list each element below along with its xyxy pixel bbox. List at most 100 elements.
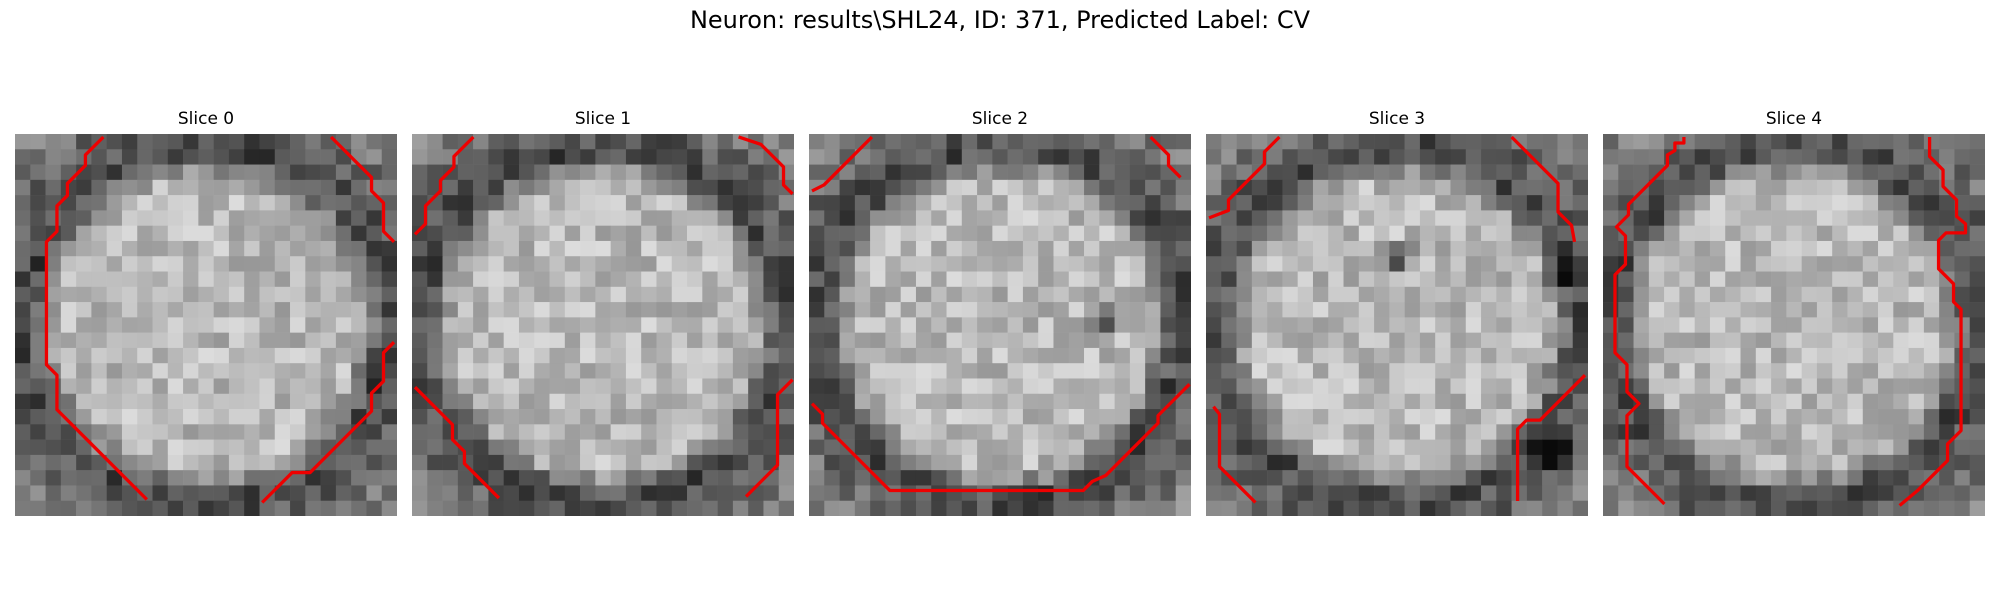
pixel — [549, 363, 566, 379]
pixel — [1633, 164, 1650, 181]
pixel — [992, 317, 1008, 333]
pixel — [610, 164, 627, 181]
pixel — [656, 439, 673, 456]
pixel — [549, 439, 566, 456]
pixel — [198, 286, 214, 303]
pixel — [1893, 393, 1909, 410]
pixel — [152, 378, 169, 395]
pixel — [1404, 210, 1421, 226]
pixel — [534, 134, 550, 150]
pixel — [244, 409, 260, 425]
pixel — [580, 164, 596, 181]
pixel — [381, 393, 397, 410]
pixel — [60, 363, 77, 379]
pixel — [732, 164, 749, 181]
pixel — [1038, 454, 1054, 471]
pixel — [1297, 393, 1314, 410]
pixel — [1816, 271, 1833, 288]
pixel — [595, 149, 611, 165]
pixel — [1939, 470, 1955, 486]
pixel — [1297, 195, 1314, 211]
pixel — [183, 347, 199, 364]
pixel — [1481, 470, 1497, 486]
pixel — [534, 500, 550, 516]
pixel — [961, 500, 978, 516]
pixel — [1511, 454, 1528, 471]
pixel — [1923, 317, 1940, 333]
pixel — [1358, 302, 1375, 318]
pixel — [335, 363, 352, 379]
pixel — [1771, 393, 1787, 410]
pixel — [549, 317, 566, 333]
pixel — [473, 164, 489, 181]
pixel — [1893, 302, 1909, 318]
pixel — [1450, 149, 1467, 165]
pixel — [1206, 179, 1222, 196]
pixel — [1175, 302, 1191, 318]
pixel — [1175, 485, 1191, 502]
pixel — [1786, 317, 1802, 333]
pixel — [1435, 149, 1451, 165]
pixel — [1786, 485, 1802, 502]
pixel — [15, 363, 31, 379]
pixel — [381, 378, 397, 395]
pixel — [259, 485, 276, 502]
pixel — [1633, 302, 1650, 318]
pixel — [1267, 240, 1283, 257]
pixel — [381, 485, 397, 502]
pixel — [1084, 347, 1100, 364]
pixel — [824, 256, 840, 272]
pixel — [503, 256, 520, 272]
pixel — [717, 256, 734, 272]
pixel — [931, 393, 947, 410]
pixel — [1129, 164, 1146, 181]
pixel — [1007, 271, 1024, 288]
pixel — [1847, 378, 1864, 395]
pixel — [915, 179, 932, 196]
pixel — [228, 210, 245, 226]
pixel — [641, 179, 657, 196]
pixel — [885, 225, 901, 242]
pixel — [1816, 210, 1833, 226]
pixel — [457, 134, 474, 150]
pixel — [351, 149, 367, 165]
pixel — [748, 439, 764, 456]
pixel — [717, 210, 734, 226]
pixel — [1419, 332, 1436, 349]
pixel — [1526, 393, 1543, 410]
pixel — [656, 164, 673, 181]
pixel — [1939, 347, 1955, 364]
pixel — [1908, 302, 1925, 318]
pixel — [1618, 500, 1634, 516]
pixel — [977, 424, 993, 440]
pixel — [1740, 240, 1757, 257]
pixel — [167, 424, 184, 440]
pixel — [564, 164, 581, 181]
pixel — [366, 225, 383, 242]
pixel — [351, 256, 367, 272]
pixel — [167, 271, 184, 288]
pixel — [76, 378, 92, 395]
pixel — [1740, 179, 1757, 196]
pixel — [1771, 164, 1787, 181]
pixel — [915, 240, 932, 257]
pixel — [809, 271, 825, 288]
pixel — [1526, 210, 1543, 226]
pixel — [152, 179, 169, 196]
pixel — [763, 439, 780, 456]
pixel — [1435, 256, 1451, 272]
pixel — [1053, 454, 1070, 471]
pixel — [1878, 256, 1894, 272]
pixel — [1740, 164, 1757, 181]
pixel — [30, 409, 46, 425]
pixel — [946, 271, 963, 288]
pixel — [30, 347, 46, 364]
pixel — [1358, 256, 1375, 272]
pixel — [1358, 347, 1375, 364]
pixel — [45, 332, 62, 349]
pixel — [1465, 164, 1482, 181]
pixel — [1893, 317, 1909, 333]
pixel — [1481, 271, 1497, 288]
pixel — [824, 347, 840, 364]
pixel — [381, 210, 397, 226]
